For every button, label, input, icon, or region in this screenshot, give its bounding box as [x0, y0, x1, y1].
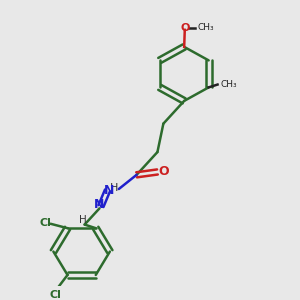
Text: CH₃: CH₃: [220, 80, 237, 89]
Text: H: H: [110, 183, 118, 193]
Text: O: O: [181, 22, 190, 32]
Text: N: N: [104, 184, 115, 197]
Text: N: N: [94, 198, 105, 211]
Text: Cl: Cl: [49, 290, 61, 300]
Text: H: H: [79, 215, 87, 225]
Text: Cl: Cl: [39, 218, 51, 228]
Text: CH₃: CH₃: [197, 23, 214, 32]
Text: O: O: [159, 166, 169, 178]
